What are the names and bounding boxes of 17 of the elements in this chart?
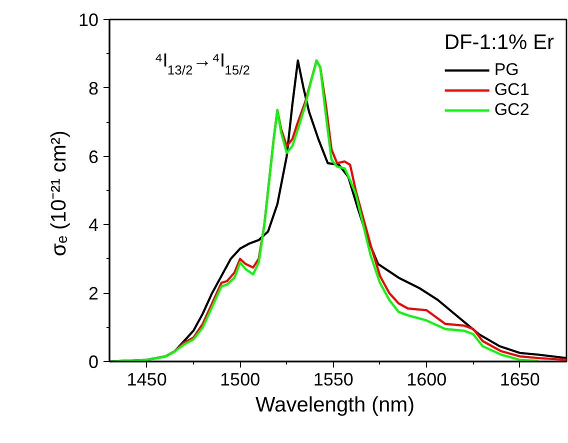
x-tick-label: 1650 (500, 370, 540, 390)
x-axis-title: Wavelength (nm) (256, 394, 415, 416)
legend-label: GC1 (494, 80, 530, 100)
y-tick-label: 8 (88, 78, 99, 98)
legend-title: DF-1:1% Er (444, 31, 554, 55)
y-tick-label: 6 (88, 146, 99, 167)
x-tick-label: 1450 (126, 370, 167, 390)
y-tick-label: 10 (78, 10, 99, 30)
legend-label: PG (494, 60, 519, 80)
x-tick-label: 1500 (220, 370, 260, 390)
x-tick-label: 1600 (406, 370, 447, 390)
y-tick-label: 2 (88, 284, 99, 304)
y-axis-title: σₑ (10⁻²¹ cm²) (47, 130, 70, 256)
y-tick-label: 4 (88, 215, 99, 236)
y-tick-label: 0 (88, 352, 99, 372)
legend-label: GC2 (494, 100, 530, 120)
x-tick-label: 1550 (313, 370, 354, 390)
